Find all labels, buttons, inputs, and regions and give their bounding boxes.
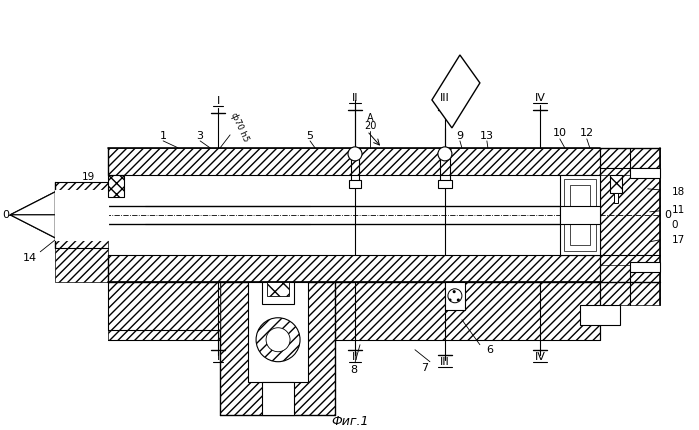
Text: 3: 3 (196, 131, 203, 141)
Bar (108, 175, 600, 206)
Bar (267, 282, 289, 296)
Text: 17: 17 (672, 235, 685, 245)
Bar (262, 282, 294, 304)
Text: III: III (440, 357, 449, 367)
Polygon shape (10, 192, 55, 215)
Text: 20: 20 (363, 121, 376, 131)
Text: 14: 14 (23, 253, 37, 263)
Text: 9: 9 (456, 131, 463, 141)
Text: 0: 0 (664, 210, 671, 220)
Bar (610, 175, 622, 193)
Bar (630, 262, 660, 272)
Polygon shape (108, 282, 220, 330)
Text: I: I (217, 96, 219, 106)
Bar (560, 206, 600, 224)
Text: II: II (352, 93, 359, 103)
Bar (445, 282, 465, 310)
Polygon shape (10, 215, 55, 238)
Bar (248, 282, 308, 382)
Text: A: A (367, 113, 373, 123)
Bar (564, 179, 596, 251)
Polygon shape (432, 55, 480, 128)
Polygon shape (108, 148, 600, 175)
Polygon shape (600, 148, 660, 305)
Polygon shape (220, 282, 335, 415)
Text: 11: 11 (672, 205, 685, 215)
Text: 5: 5 (307, 131, 314, 141)
Text: I: I (217, 352, 219, 362)
Polygon shape (108, 255, 600, 282)
Text: 0: 0 (2, 210, 9, 220)
Circle shape (256, 318, 300, 362)
Text: 1: 1 (159, 131, 166, 141)
Bar (108, 224, 600, 255)
Text: 8: 8 (350, 365, 357, 375)
Text: 10: 10 (553, 128, 567, 138)
Bar (614, 193, 618, 203)
Text: 7: 7 (421, 363, 428, 373)
Text: Фиг.1: Фиг.1 (331, 415, 369, 428)
Text: IV: IV (535, 93, 545, 103)
Circle shape (348, 147, 362, 161)
Text: 13: 13 (480, 131, 494, 141)
Bar (108, 175, 124, 197)
Text: 6: 6 (487, 345, 493, 355)
Text: ф70 h5: ф70 h5 (229, 111, 251, 143)
Bar (55, 190, 108, 240)
Polygon shape (55, 182, 108, 282)
Bar (570, 185, 590, 245)
Bar (349, 180, 361, 188)
Bar (438, 180, 452, 188)
Bar (579, 305, 620, 325)
Text: III: III (440, 93, 449, 103)
Bar (630, 168, 660, 178)
Circle shape (266, 328, 290, 352)
Bar (262, 382, 294, 415)
Circle shape (448, 289, 462, 303)
Text: IV: IV (535, 352, 545, 362)
Text: 18: 18 (672, 187, 685, 197)
Circle shape (438, 147, 452, 161)
Text: II: II (352, 352, 359, 362)
Polygon shape (108, 282, 600, 340)
Text: 0: 0 (672, 220, 678, 230)
Text: 19: 19 (82, 172, 95, 182)
Bar (560, 175, 600, 255)
Text: 12: 12 (579, 128, 594, 138)
